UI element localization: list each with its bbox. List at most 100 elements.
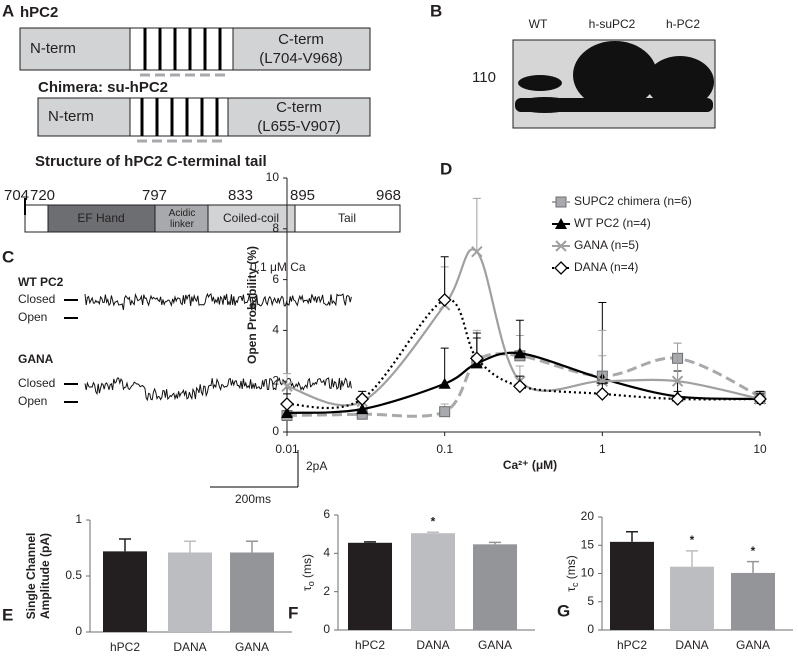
trace-title: GANA bbox=[18, 352, 54, 366]
x-tick-label: hPC2 bbox=[110, 640, 140, 654]
x-tick-label: DANA bbox=[173, 640, 206, 654]
residue-position: 704 bbox=[4, 187, 29, 204]
c-term-label: C-term bbox=[278, 31, 324, 48]
tail-box bbox=[294, 204, 401, 233]
data-point bbox=[439, 406, 451, 418]
x-tick-label: 1 bbox=[599, 442, 606, 456]
error-bar bbox=[364, 541, 376, 543]
c-term-box bbox=[227, 97, 371, 137]
bar bbox=[348, 542, 392, 630]
y-tick-label: 1 bbox=[75, 512, 82, 526]
y-tick-label: 0 bbox=[75, 624, 82, 638]
x-tick-label: DANA bbox=[416, 638, 449, 652]
n-term-box bbox=[19, 27, 131, 71]
residue-position: 833 bbox=[228, 187, 253, 204]
construct-title: Chimera: su-hPC2 bbox=[38, 79, 168, 96]
concentration-label: 0.1 μM Ca bbox=[250, 260, 306, 274]
bar bbox=[670, 566, 714, 630]
lane-label: h-PC2 bbox=[666, 17, 700, 31]
bar bbox=[610, 541, 654, 630]
c-term-box bbox=[232, 27, 371, 71]
current-trace bbox=[84, 292, 352, 312]
y-tick-label: 0.5 bbox=[65, 568, 82, 582]
error-bar bbox=[119, 538, 131, 552]
y-axis-label: Single ChannelAmplitude (pA) bbox=[24, 533, 52, 620]
y-axis-label-line: Amplitude (pA) bbox=[38, 533, 52, 619]
data-point bbox=[469, 351, 484, 366]
tail-title: Structure of hPC2 C-terminal tail bbox=[35, 153, 267, 170]
panel-label: E bbox=[2, 605, 13, 624]
tm-segments bbox=[140, 98, 219, 136]
legend-marker bbox=[555, 196, 567, 208]
y-tick-label: 4 bbox=[323, 546, 330, 560]
blot-bands bbox=[515, 41, 714, 113]
data-point bbox=[355, 392, 370, 406]
data-point bbox=[596, 375, 609, 387]
y-tick-label: 2 bbox=[272, 373, 279, 387]
error-bar bbox=[472, 197, 481, 252]
bar bbox=[230, 552, 274, 632]
x-tick-label: GANA bbox=[736, 638, 770, 652]
y-tick-label: 6 bbox=[272, 272, 279, 286]
y-axis-label-line: Single Channel bbox=[24, 533, 38, 620]
significance-marker: * bbox=[690, 533, 695, 547]
data-point bbox=[513, 347, 526, 359]
data-point bbox=[753, 392, 767, 406]
bar bbox=[473, 544, 517, 630]
data-point bbox=[437, 293, 452, 307]
domain-label: EF Hand bbox=[77, 211, 124, 225]
legend-label: DANA (n=4) bbox=[574, 260, 638, 274]
y-axis-subscript: o bbox=[306, 581, 316, 586]
state-label: Closed bbox=[18, 292, 55, 306]
y-axis-label: τc (ms) bbox=[564, 555, 580, 592]
legend-label: WT PC2 (n=4) bbox=[574, 216, 651, 230]
state-label: Closed bbox=[18, 376, 55, 390]
tm-box bbox=[129, 97, 229, 137]
legend-marker bbox=[555, 240, 567, 252]
error-bar bbox=[184, 540, 196, 553]
legend-marker bbox=[554, 261, 568, 275]
coiled-coil-box bbox=[207, 204, 296, 233]
y-tick-label: 4 bbox=[272, 323, 279, 337]
data-point bbox=[281, 406, 293, 418]
panel-label: D bbox=[440, 159, 452, 178]
ef-hand-box bbox=[47, 204, 156, 233]
mw-marker: 110 bbox=[472, 69, 496, 86]
tm-box bbox=[129, 27, 234, 71]
c-term-label: C-term bbox=[276, 99, 322, 116]
tail-segment bbox=[24, 204, 49, 233]
scale-label: 2pA bbox=[306, 459, 327, 473]
x-tick-label: DANA bbox=[675, 638, 708, 652]
error-bar bbox=[598, 329, 607, 382]
lane-label: WT bbox=[529, 17, 548, 31]
state-label: Open bbox=[18, 394, 47, 408]
bar bbox=[731, 572, 775, 630]
y-axis-label: Open Probability (%) bbox=[245, 246, 259, 364]
data-point bbox=[595, 386, 610, 401]
data-point bbox=[671, 375, 684, 387]
current-trace bbox=[84, 377, 352, 402]
domain-label: Acidic linker bbox=[168, 207, 196, 230]
c-term-range: (L655-V907) bbox=[257, 118, 340, 135]
error-bar bbox=[626, 530, 638, 542]
error-bar bbox=[283, 373, 291, 387]
x-tick-label: 10 bbox=[753, 442, 767, 456]
domain-label: Coiled-coil bbox=[223, 211, 279, 225]
y-tick-label: 20 bbox=[581, 509, 595, 523]
residue-position: 895 bbox=[290, 187, 315, 204]
bar bbox=[103, 551, 147, 632]
y-axis-unit: (ms) bbox=[300, 554, 314, 581]
panel-label: C bbox=[2, 247, 14, 266]
series-line bbox=[286, 248, 761, 407]
x-axis-label: Ca²⁺ (μM) bbox=[503, 458, 557, 472]
n-term-label: N-term bbox=[48, 108, 94, 125]
error-bar bbox=[246, 540, 258, 553]
y-tick-label: 0 bbox=[272, 424, 279, 438]
data-point bbox=[512, 379, 527, 394]
tm-segments bbox=[143, 28, 222, 70]
significance-marker: * bbox=[431, 514, 436, 528]
error-bar bbox=[747, 560, 759, 573]
significance-marker: * bbox=[751, 544, 756, 558]
error-bar bbox=[673, 342, 682, 382]
